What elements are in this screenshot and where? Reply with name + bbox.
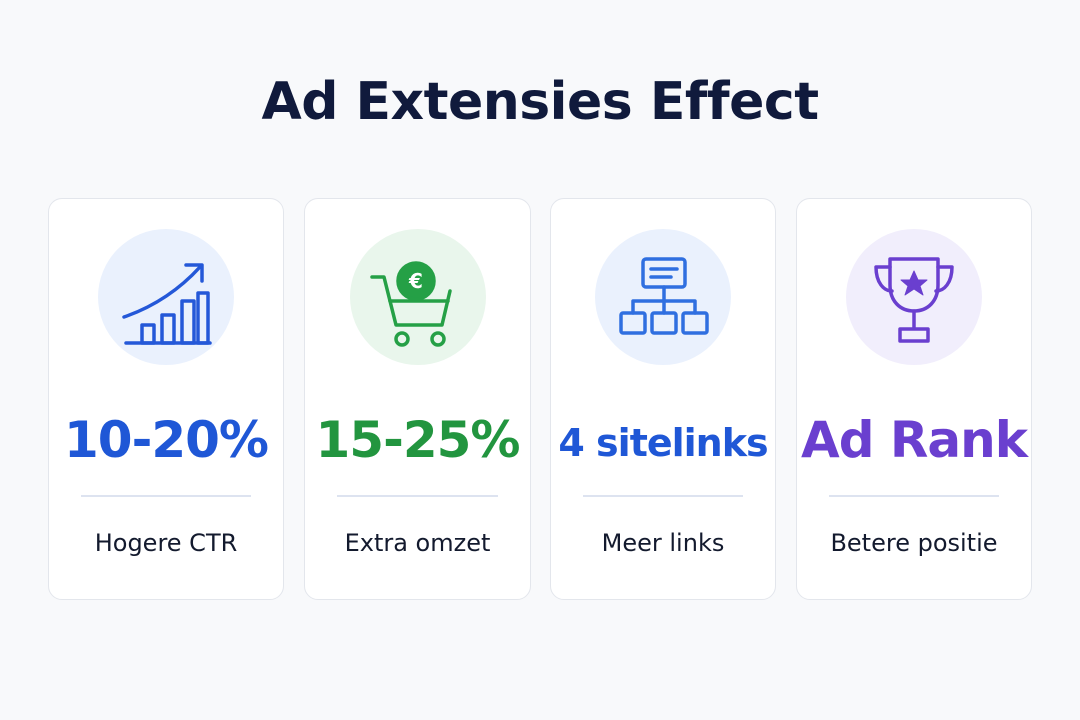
divider — [583, 495, 743, 497]
label: Meer links — [601, 529, 725, 557]
stat: 10-20% — [63, 411, 269, 469]
card: € 15-25% Extra omzet — [304, 198, 531, 600]
stat: 4 sitelinks — [558, 421, 768, 465]
divider — [81, 495, 251, 497]
stat: 15-25% — [315, 411, 520, 469]
svg-text:€: € — [408, 269, 423, 293]
card: 4 sitelinks Meer links — [550, 198, 776, 600]
icon: € — [349, 229, 486, 365]
label: Hogere CTR — [94, 529, 238, 557]
divider — [829, 495, 999, 497]
icon — [98, 229, 234, 365]
card: 10-20% Hogere CTR — [48, 198, 284, 600]
label: Betere positie — [830, 529, 998, 557]
divider — [337, 495, 498, 497]
label: Extra omzet — [344, 529, 491, 557]
stat: Ad Rank — [801, 411, 1028, 469]
icon — [846, 229, 982, 365]
card: Ad Rank Betere positie — [796, 198, 1032, 600]
title: Ad Extensies Effect — [261, 72, 819, 132]
icon — [595, 229, 731, 365]
